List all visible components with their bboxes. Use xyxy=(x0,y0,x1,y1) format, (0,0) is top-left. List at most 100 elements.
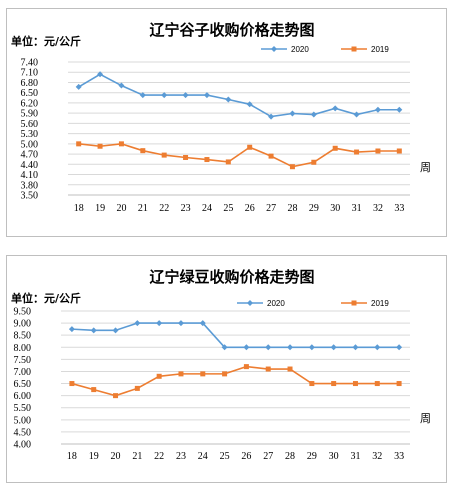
x-tick-label: 30 xyxy=(330,203,340,214)
x-tick-label: 29 xyxy=(307,451,317,462)
data-point-2019 xyxy=(140,148,146,154)
legend-marker-2019 xyxy=(351,46,357,52)
legend-label-2020: 2020 xyxy=(291,45,309,54)
data-point-2019 xyxy=(354,149,360,155)
y-tick-label: 6.20 xyxy=(21,98,39,109)
data-point-2020 xyxy=(68,326,75,333)
unit-label: 单位：元/公斤 xyxy=(11,34,81,48)
series-line-2019 xyxy=(78,143,400,168)
data-point-2020 xyxy=(396,106,403,113)
data-point-2020 xyxy=(287,344,294,351)
data-point-2019 xyxy=(222,371,228,377)
data-point-2019 xyxy=(161,152,167,158)
data-point-2019 xyxy=(332,145,338,151)
data-point-2019 xyxy=(76,141,82,147)
data-point-2019 xyxy=(396,148,402,154)
data-point-2019 xyxy=(97,143,103,149)
data-point-2020 xyxy=(374,106,381,113)
x-tick-label: 32 xyxy=(372,451,382,462)
x-tick-label: 18 xyxy=(67,451,77,462)
x-tick-label: 31 xyxy=(350,451,360,462)
y-tick-label: 9.50 xyxy=(14,307,32,318)
x-tick-label: 18 xyxy=(74,203,84,214)
data-point-2019 xyxy=(134,385,140,391)
data-point-2020 xyxy=(332,105,339,112)
chart-title: 辽宁谷子收购价格走势图 xyxy=(149,21,314,39)
x-tick-label: 23 xyxy=(181,203,191,214)
data-point-2020 xyxy=(97,71,104,78)
data-point-2019 xyxy=(200,371,206,377)
data-point-2020 xyxy=(289,110,296,117)
data-point-2020 xyxy=(330,344,337,351)
data-point-2019 xyxy=(69,381,75,387)
series-line-2020 xyxy=(71,322,400,349)
data-point-2020 xyxy=(177,320,184,327)
y-tick-label: 5.60 xyxy=(21,119,39,130)
data-point-2020 xyxy=(221,344,228,351)
data-point-2020 xyxy=(352,344,359,351)
data-point-2020 xyxy=(90,327,97,334)
y-tick-label: 5.00 xyxy=(14,415,32,426)
legend-marker-2019 xyxy=(351,300,357,306)
data-point-2019 xyxy=(247,144,253,150)
chart-title: 辽宁绿豆收购价格走势图 xyxy=(149,268,314,286)
data-point-2019 xyxy=(178,371,184,377)
x-tick-label: 30 xyxy=(329,451,339,462)
data-point-2020 xyxy=(308,344,315,351)
data-point-2020 xyxy=(396,344,403,351)
x-tick-label: 31 xyxy=(352,203,362,214)
data-point-2020 xyxy=(182,92,189,99)
y-tick-label: 7.40 xyxy=(21,58,39,69)
y-tick-label: 4.50 xyxy=(14,427,32,438)
x-tick-label: 23 xyxy=(176,451,186,462)
data-point-2020 xyxy=(243,344,250,351)
x-tick-label: 27 xyxy=(263,451,273,462)
data-point-2019 xyxy=(311,159,317,165)
x-tick-label: 25 xyxy=(223,203,233,214)
data-point-2019 xyxy=(156,373,162,379)
data-point-2019 xyxy=(352,381,358,387)
x-tick-label: 21 xyxy=(132,451,142,462)
y-tick-label: 7.50 xyxy=(14,355,32,366)
series-line-2020 xyxy=(78,73,400,118)
y-tick-label: 5.30 xyxy=(21,129,39,140)
data-point-2020 xyxy=(268,113,275,120)
x-tick-label: 26 xyxy=(241,451,251,462)
legend-label-2020: 2020 xyxy=(267,299,285,308)
x-tick-label: 29 xyxy=(309,203,319,214)
data-point-2019 xyxy=(268,153,274,159)
x-tick-label: 28 xyxy=(287,203,297,214)
x-tick-label: 24 xyxy=(202,203,212,214)
data-point-2020 xyxy=(246,101,253,108)
data-point-2019 xyxy=(204,157,210,163)
data-point-2020 xyxy=(199,320,206,327)
legend-marker-2020 xyxy=(271,46,277,52)
data-point-2020 xyxy=(139,92,146,99)
data-point-2019 xyxy=(118,141,124,147)
x-tick-label: 26 xyxy=(245,203,255,214)
x-tick-label: 27 xyxy=(266,203,276,214)
data-point-2020 xyxy=(134,320,141,327)
data-point-2019 xyxy=(243,364,249,370)
legend-marker-2020 xyxy=(247,300,253,306)
x-tick-label: 33 xyxy=(394,203,404,214)
y-tick-label: 6.50 xyxy=(14,379,32,390)
data-point-2020 xyxy=(310,111,317,118)
y-tick-label: 4.00 xyxy=(14,440,32,451)
legend-label-2019: 2019 xyxy=(371,45,389,54)
x-tick-label: 19 xyxy=(89,451,99,462)
y-tick-label: 6.00 xyxy=(14,391,32,402)
data-point-2019 xyxy=(183,154,189,160)
y-tick-label: 3.80 xyxy=(21,180,39,191)
x-tick-label: 19 xyxy=(95,203,105,214)
data-point-2020 xyxy=(203,92,210,99)
data-point-2020 xyxy=(112,327,119,334)
y-tick-label: 3.50 xyxy=(21,191,39,202)
y-tick-label: 8.50 xyxy=(14,331,32,342)
data-point-2019 xyxy=(113,393,119,399)
y-tick-label: 4.40 xyxy=(21,160,39,171)
x-tick-label: 32 xyxy=(373,203,383,214)
data-point-2019 xyxy=(309,381,315,387)
data-point-2019 xyxy=(265,366,271,372)
x-tick-label: 20 xyxy=(111,451,121,462)
